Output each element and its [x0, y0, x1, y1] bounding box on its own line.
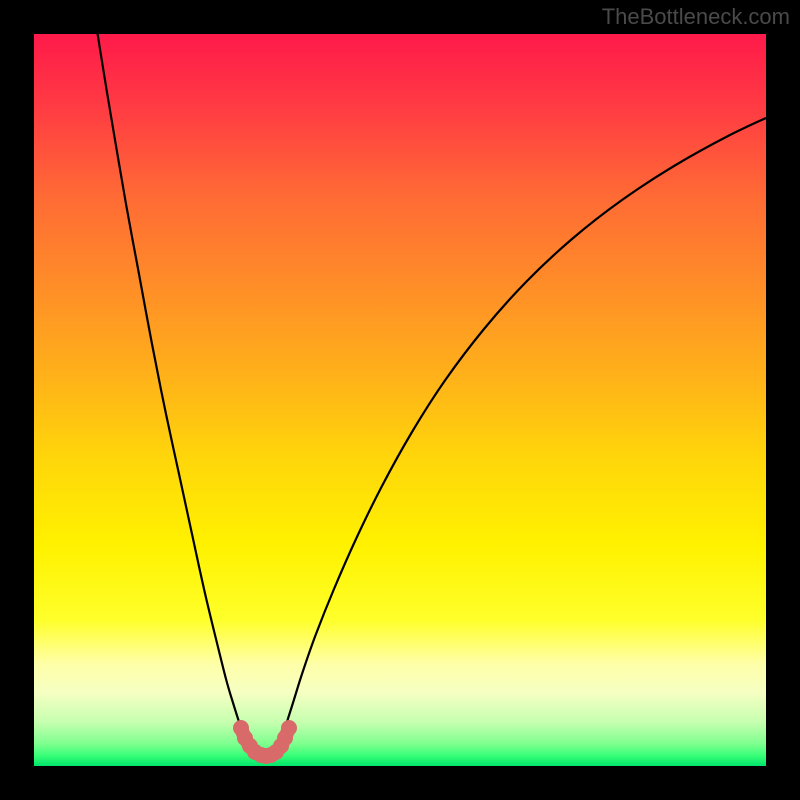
watermark-text: TheBottleneck.com [602, 4, 790, 30]
plot-area [34, 34, 766, 766]
curve-right-branch [285, 118, 766, 728]
bottleneck-curve-layer [34, 34, 766, 766]
valley-marker-dots [233, 720, 297, 764]
valley-dot [281, 720, 297, 736]
curve-left-branch [96, 34, 241, 728]
